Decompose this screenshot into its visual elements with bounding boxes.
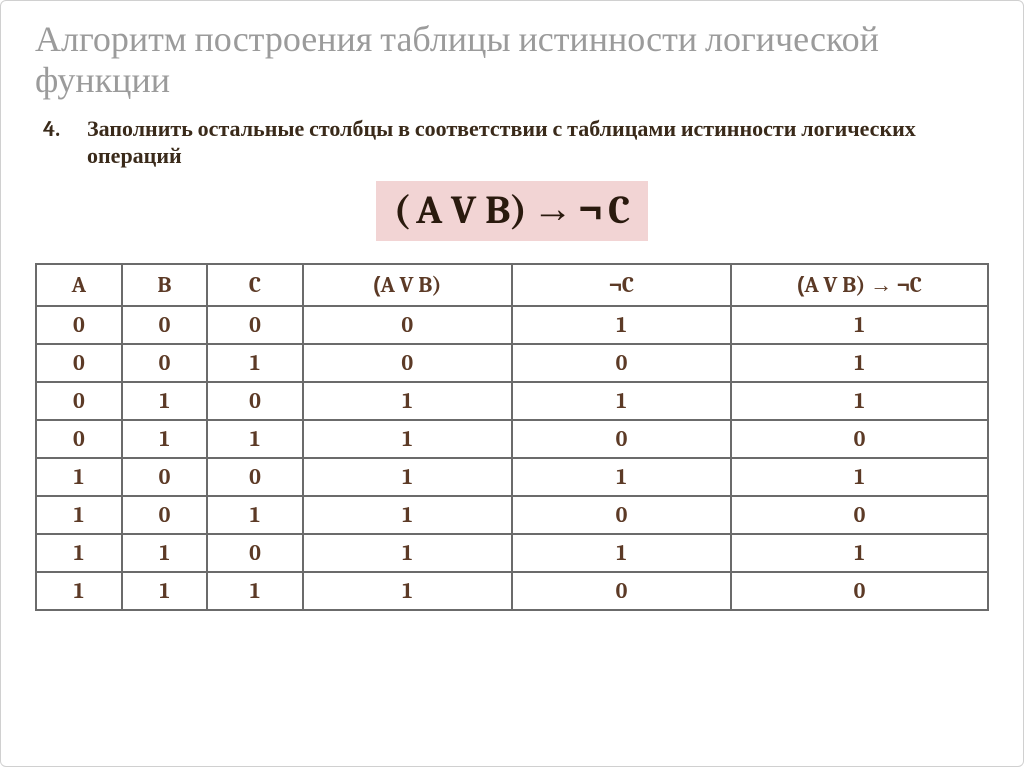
cell: 1 (207, 344, 302, 382)
table-row: 0 1 0 1 1 1 (36, 382, 988, 420)
formula-open: ( (394, 187, 410, 233)
table-row: 0 1 1 1 0 0 (36, 420, 988, 458)
cell: 1 (731, 382, 988, 420)
col-header-avb: (A V B) (303, 264, 512, 306)
formula-wrap: (A V B) → ¬C (35, 181, 989, 241)
cell: 0 (512, 496, 731, 534)
cell: 1 (512, 382, 731, 420)
cell: 1 (512, 534, 731, 572)
cell: 1 (207, 572, 302, 610)
cell: 0 (207, 534, 302, 572)
cell: 1 (36, 458, 122, 496)
table-row: 1 0 1 1 0 0 (36, 496, 988, 534)
cell: 0 (122, 496, 208, 534)
cell: 1 (303, 420, 512, 458)
cell: 0 (122, 344, 208, 382)
cell: 1 (207, 496, 302, 534)
table-body: 0 0 0 0 1 1 0 0 1 0 0 1 0 1 0 1 1 1 (36, 306, 988, 610)
col-header-notc: ¬C (512, 264, 731, 306)
cell: 0 (122, 306, 208, 344)
cell: 0 (207, 382, 302, 420)
cell: 1 (303, 572, 512, 610)
formula-body1: A V B) (416, 187, 527, 233)
cell: 1 (303, 534, 512, 572)
table-row: 1 0 0 1 1 1 (36, 458, 988, 496)
cell: 0 (303, 306, 512, 344)
table-row: 0 0 0 0 1 1 (36, 306, 988, 344)
arrow-icon: → (533, 187, 573, 232)
table-row: 0 0 1 0 0 1 (36, 344, 988, 382)
cell: 1 (122, 534, 208, 572)
cell: 1 (122, 382, 208, 420)
cell: 1 (512, 306, 731, 344)
cell: 0 (512, 572, 731, 610)
cell: 1 (512, 458, 731, 496)
formula: (A V B) → ¬C (376, 181, 648, 241)
cell: 0 (303, 344, 512, 382)
cell: 0 (512, 344, 731, 382)
formula-last: C (608, 187, 630, 233)
cell: 1 (36, 534, 122, 572)
cell: 1 (731, 344, 988, 382)
cell: 1 (36, 572, 122, 610)
col-header-c: C (207, 264, 302, 306)
col-header-impl: (A V B) → ¬C (731, 264, 988, 306)
step-text: Заполнить остальные столбцы в соответств… (87, 116, 989, 171)
cell: 0 (512, 420, 731, 458)
slide-frame: Алгоритм построения таблицы истинности л… (0, 0, 1024, 767)
truth-table: A B C (A V B) ¬C (A V B) → ¬C 0 0 0 0 1 … (35, 263, 989, 611)
cell: 0 (731, 572, 988, 610)
col-header-b: B (122, 264, 208, 306)
table-head: A B C (A V B) ¬C (A V B) → ¬C (36, 264, 988, 306)
step-row: 4. Заполнить остальные столбцы в соответ… (35, 116, 989, 171)
table-row: 1 1 1 1 0 0 (36, 572, 988, 610)
cell: 0 (36, 306, 122, 344)
cell: 1 (122, 420, 208, 458)
cell: 0 (36, 382, 122, 420)
cell: 1 (731, 534, 988, 572)
cell: 0 (731, 496, 988, 534)
col-header-a: A (36, 264, 122, 306)
cell: 0 (122, 458, 208, 496)
cell: 1 (731, 306, 988, 344)
cell: 1 (303, 382, 512, 420)
cell: 0 (207, 458, 302, 496)
cell: 0 (207, 306, 302, 344)
not-icon: ¬ (579, 187, 602, 232)
cell: 1 (207, 420, 302, 458)
cell: 1 (122, 572, 208, 610)
cell: 1 (731, 458, 988, 496)
cell: 0 (36, 420, 122, 458)
slide-title: Алгоритм построения таблицы истинности л… (35, 19, 989, 102)
step-number: 4. (35, 116, 63, 142)
cell: 1 (36, 496, 122, 534)
cell: 0 (731, 420, 988, 458)
cell: 0 (36, 344, 122, 382)
cell: 1 (303, 496, 512, 534)
table-row: 1 1 0 1 1 1 (36, 534, 988, 572)
cell: 1 (303, 458, 512, 496)
